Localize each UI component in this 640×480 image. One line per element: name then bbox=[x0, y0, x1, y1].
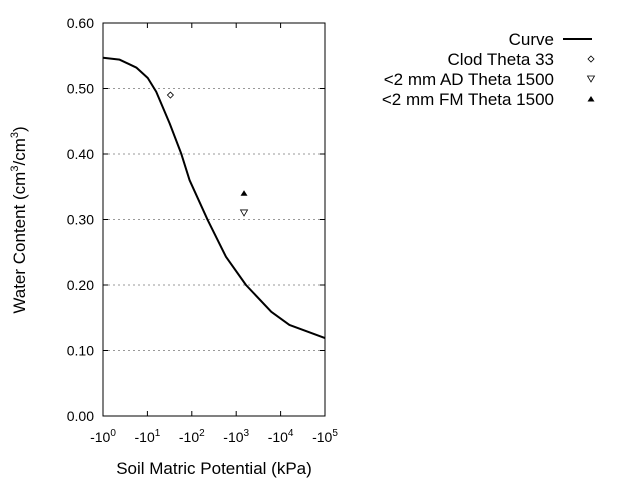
x-axis-label: Soil Matric Potential (kPa) bbox=[116, 459, 312, 478]
grid bbox=[103, 88, 325, 351]
curve-line bbox=[102, 56, 326, 339]
series bbox=[102, 56, 326, 339]
x-tick-label: -104 bbox=[268, 428, 294, 445]
legend-label: Clod Theta 33 bbox=[448, 50, 554, 69]
x-tick-label: -105 bbox=[312, 428, 338, 445]
legend-label: <2 mm FM Theta 1500 bbox=[382, 90, 554, 109]
x-tick-label: -100 bbox=[90, 428, 116, 445]
x-axis: -100 -101 -102 -103 -104 -105 bbox=[90, 23, 338, 445]
y-axis-label: Water Content (cm3/cm3) bbox=[9, 126, 29, 313]
y-tick-label: 0.50 bbox=[67, 81, 94, 97]
y-tick-label: 0.60 bbox=[67, 15, 94, 31]
legend-marker bbox=[587, 55, 595, 63]
x-tick-label: -103 bbox=[223, 428, 249, 445]
x-tick-label: -102 bbox=[179, 428, 205, 445]
legend-label: Curve bbox=[509, 30, 554, 49]
data-point bbox=[166, 91, 174, 99]
legend-marker bbox=[586, 75, 596, 83]
data-point bbox=[239, 209, 249, 217]
legend-label: <2 mm AD Theta 1500 bbox=[384, 70, 554, 89]
y-tick-label: 0.00 bbox=[67, 408, 94, 424]
y-axis: 0.00 0.10 0.20 0.30 0.40 0.50 0.60 bbox=[67, 15, 325, 424]
legend-marker bbox=[587, 96, 595, 102]
y-tick-label: 0.40 bbox=[67, 146, 94, 162]
y-tick-label: 0.10 bbox=[67, 343, 94, 359]
y-tick-label: 0.20 bbox=[67, 277, 94, 293]
x-tick-label: -101 bbox=[135, 428, 161, 445]
data-point bbox=[240, 190, 248, 196]
y-tick-label: 0.30 bbox=[67, 212, 94, 228]
